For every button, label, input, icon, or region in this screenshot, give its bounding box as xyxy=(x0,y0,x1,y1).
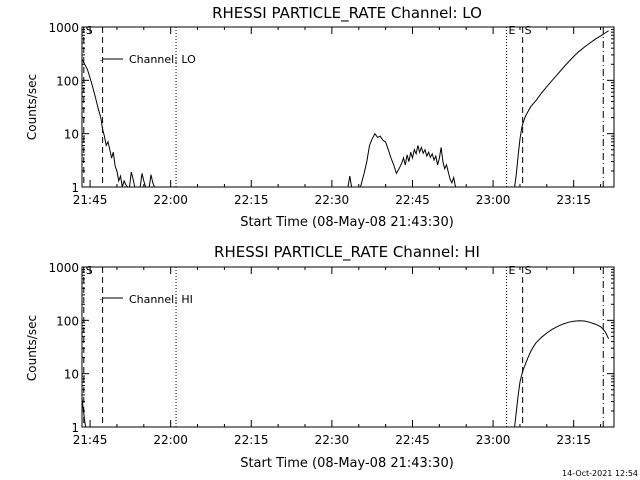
y-tick-label: 1 xyxy=(71,181,79,195)
series-line xyxy=(347,176,353,188)
chart-title: RHESSI PARTICLE_RATE Channel: HI xyxy=(214,243,480,262)
y-tick-label: 10 xyxy=(64,368,79,382)
legend-label: Channel: HI xyxy=(129,293,193,306)
series-line xyxy=(360,132,456,188)
x-axis-label: Start Time (08-May-08 21:43:30) xyxy=(240,215,454,230)
plot-frame xyxy=(81,266,615,428)
y-tick-label: 1 xyxy=(71,421,79,435)
chart-title: RHESSI PARTICLE_RATE Channel: LO xyxy=(212,4,482,23)
y-tick-label: 1000 xyxy=(48,21,79,35)
footer-timestamp: 14-Oct-2021 12:54 xyxy=(562,469,638,478)
x-tick-label: 22:15 xyxy=(234,433,269,447)
x-tick-label: 22:30 xyxy=(315,193,350,207)
series-line xyxy=(81,397,87,428)
y-tick-label: 100 xyxy=(56,74,79,88)
time-marker-label: S xyxy=(86,24,93,37)
x-tick-label: 22:45 xyxy=(395,193,430,207)
time-marker-label: E xyxy=(509,24,516,37)
x-tick-label: 23:15 xyxy=(556,193,591,207)
y-tick-label: 100 xyxy=(56,314,79,328)
x-tick-label: 23:15 xyxy=(556,433,591,447)
series-line xyxy=(514,30,609,188)
x-tick-label: 22:15 xyxy=(234,193,269,207)
series-line xyxy=(148,174,155,188)
x-tick-label: 21:45 xyxy=(73,193,108,207)
legend-label: Channel: LO xyxy=(129,53,196,66)
time-marker-label: E xyxy=(509,264,516,277)
x-tick-label: 22:30 xyxy=(315,433,350,447)
series-line xyxy=(81,58,129,188)
series-line xyxy=(139,173,147,188)
x-tick-label: 23:00 xyxy=(476,433,511,447)
chart-panel-hi: RHESSI PARTICLE_RATE Channel: HI Counts/… xyxy=(25,243,615,471)
time-marker-label: S xyxy=(86,264,93,277)
series-line xyxy=(514,320,610,428)
y-tick-label: 1000 xyxy=(48,261,79,275)
x-tick-label: 21:45 xyxy=(73,433,108,447)
y-tick-label: 10 xyxy=(64,128,79,142)
x-axis-label: Start Time (08-May-08 21:43:30) xyxy=(240,456,454,471)
chart-panel-lo: RHESSI PARTICLE_RATE Channel: LO Counts/… xyxy=(25,4,615,230)
x-tick-label: 23:00 xyxy=(476,193,511,207)
y-axis-label: Counts/sec xyxy=(25,315,39,381)
x-tick-label: 22:45 xyxy=(395,433,430,447)
y-axis-label: Counts/sec xyxy=(25,74,39,140)
series-line xyxy=(129,171,136,188)
x-tick-label: 22:00 xyxy=(153,193,188,207)
time-marker-label: S xyxy=(525,24,532,37)
time-marker-label: S xyxy=(525,264,532,277)
x-tick-label: 22:00 xyxy=(153,433,188,447)
